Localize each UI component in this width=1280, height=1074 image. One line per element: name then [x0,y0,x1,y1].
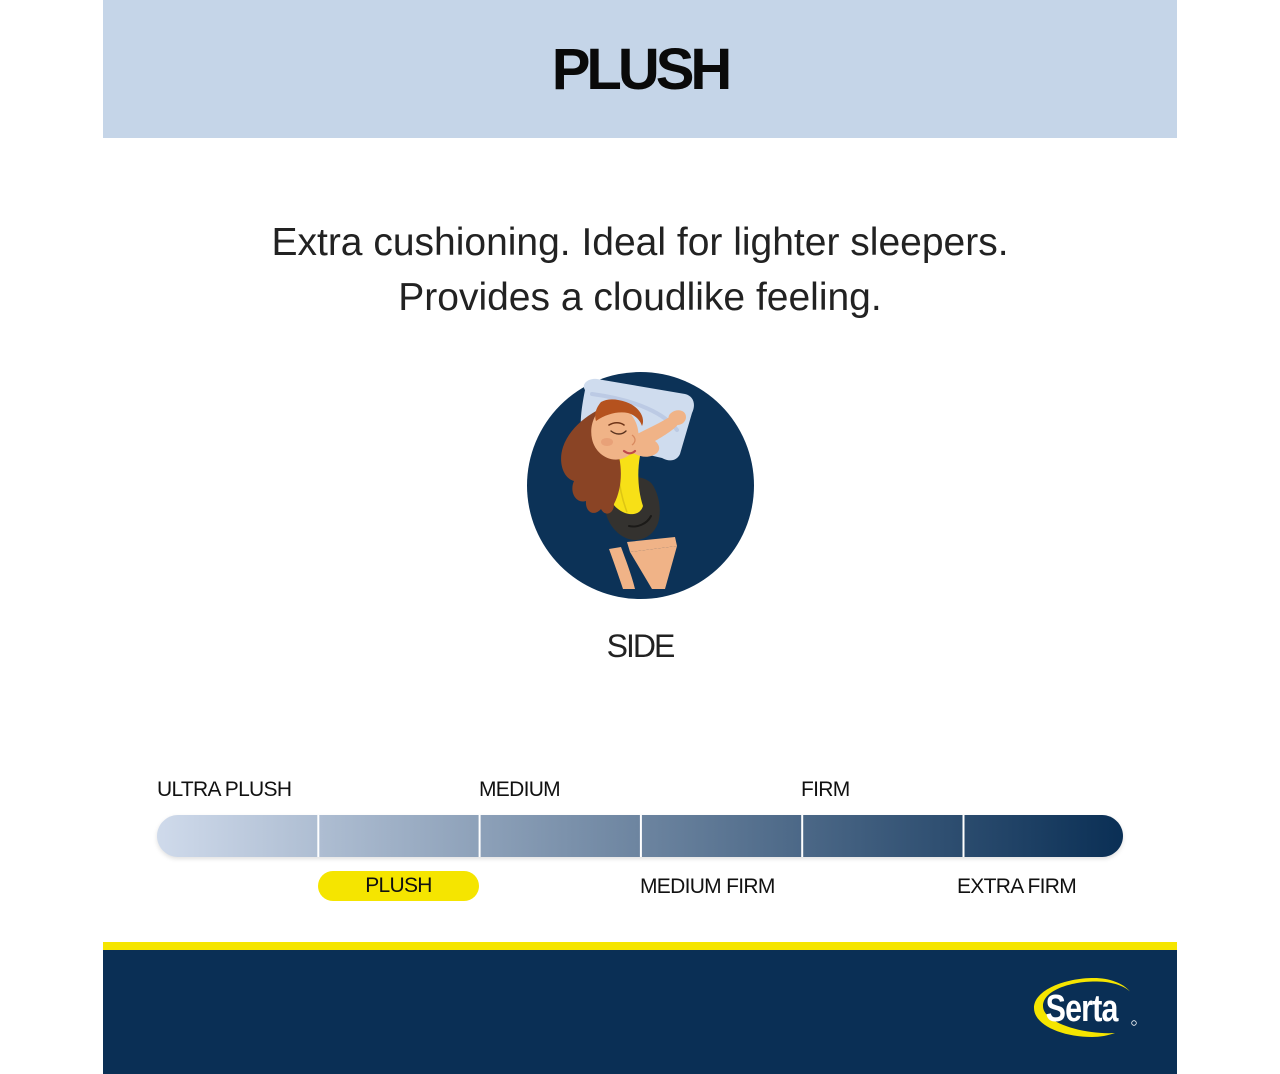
svg-text:Serta: Serta [1046,988,1120,1030]
